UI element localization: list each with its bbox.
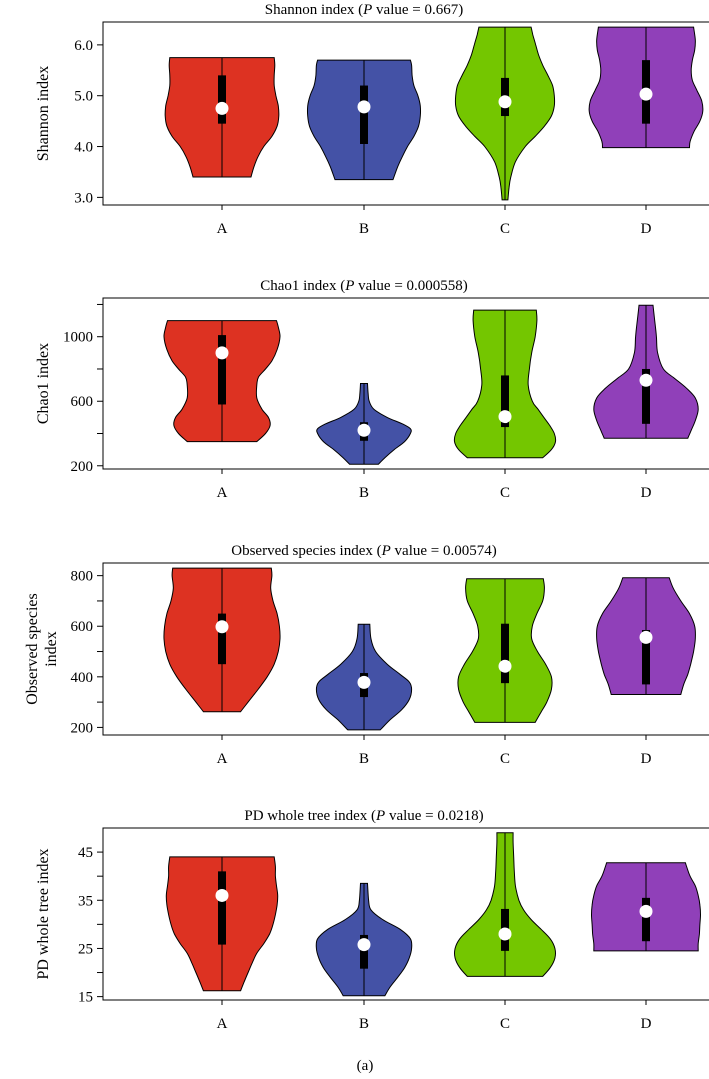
median-point-D	[639, 904, 653, 918]
x-tick-label: B	[359, 751, 369, 767]
y-tick-label: 600	[71, 619, 94, 635]
median-point-B	[357, 938, 371, 952]
y-tick-label: 5.0	[74, 89, 93, 105]
x-tick-label: C	[500, 221, 510, 237]
chart-title: Shannon index (P value = 0.667)	[265, 2, 463, 18]
y-tick-label: 4.0	[74, 140, 93, 156]
y-tick-label: 600	[71, 394, 94, 410]
chart-title-p: P	[362, 2, 372, 18]
x-tick-label: B	[359, 221, 369, 237]
y-axis-label: Chao1 index	[35, 343, 52, 424]
median-point-C	[498, 927, 512, 941]
chart-panel-1: Shannon index (P value = 0.667) 3.0 4.0 5.0…	[35, 2, 709, 237]
plot-frame	[102, 562, 709, 736]
chart-title-value: value = 0.000558)	[354, 278, 467, 294]
y-tick-label: 15	[78, 990, 93, 1006]
x-tick-label: B	[359, 1016, 369, 1032]
iqr-box-B	[360, 934, 368, 969]
median-point-B	[357, 675, 371, 689]
y-tick-label: 6.0	[74, 38, 93, 54]
plot-frame	[102, 21, 709, 206]
y-axis-label: Observed species index	[24, 593, 60, 705]
x-tick-label: A	[217, 485, 228, 501]
median-point-B	[357, 100, 371, 114]
chart-title-value: value = 0.00574)	[391, 543, 497, 559]
y-tick-label: 35	[78, 893, 93, 909]
chart-title-p: P	[381, 543, 391, 559]
median-point-A	[215, 620, 229, 634]
median-point-C	[498, 95, 512, 109]
y-tick-label: 200	[71, 720, 94, 736]
median-point-D	[639, 87, 653, 101]
y-tick-label: 1000	[63, 330, 93, 346]
chart-title: PD whole tree index (P value = 0.0218)	[244, 808, 483, 824]
median-point-B	[357, 423, 371, 437]
plot-frame	[102, 827, 709, 1001]
chart-title: Chao1 index (P value = 0.000558)	[260, 278, 468, 294]
y-axis-label-line: Chao1 index	[35, 343, 52, 424]
iqr-box-D	[642, 630, 650, 685]
y-tick-label: 800	[71, 569, 94, 585]
y-axis-label: Shannon index	[35, 66, 52, 162]
x-tick-label: C	[500, 751, 510, 767]
x-tick-label: A	[217, 221, 228, 237]
x-tick-label: D	[641, 485, 652, 501]
chart-title: Observed species index (P value = 0.0057…	[231, 543, 496, 559]
chart-title-text: PD whole tree index (	[244, 808, 376, 824]
iqr-box-C	[501, 375, 509, 428]
median-point-C	[498, 659, 512, 673]
chart-panel-4: PD whole tree index (P value = 0.0218) 15…	[35, 808, 709, 1032]
plot-frame	[102, 297, 709, 470]
y-axis-label-line: Observed species	[24, 593, 41, 705]
iqr-box-A	[218, 871, 226, 945]
chart-title-value: value = 0.0218)	[385, 808, 483, 824]
y-axis-label-line: Shannon index	[35, 66, 52, 162]
y-axis-label-line: PD whole tree index	[35, 848, 52, 979]
median-point-C	[498, 410, 512, 424]
median-point-D	[639, 373, 653, 387]
y-tick-label: 3.0	[74, 190, 93, 206]
iqr-box-A	[218, 613, 226, 665]
iqr-box-D	[642, 897, 650, 942]
chart-title-value: value = 0.667)	[372, 2, 463, 18]
x-tick-label: A	[217, 1016, 228, 1032]
median-point-A	[215, 888, 229, 902]
chart-title-text: Shannon index (	[265, 2, 363, 18]
x-tick-label: C	[500, 1016, 510, 1032]
iqr-box-A	[218, 75, 226, 124]
x-tick-label: A	[217, 751, 228, 767]
y-tick-label: 45	[78, 845, 93, 861]
chart-panel-2: Chao1 index (P value = 0.000558) 200 600 10…	[35, 278, 709, 501]
median-point-D	[639, 630, 653, 644]
figure-label: (a)	[357, 1058, 374, 1074]
x-tick-label: D	[641, 1016, 652, 1032]
x-tick-label: C	[500, 485, 510, 501]
chart-title-text: Observed species index (	[231, 543, 381, 559]
y-axis-label: PD whole tree index	[35, 848, 52, 979]
y-tick-label: 400	[71, 670, 94, 686]
x-tick-label: D	[641, 221, 652, 237]
x-tick-label: D	[641, 751, 652, 767]
chart-title-p: P	[375, 808, 385, 824]
chart-panel-3: Observed species index (P value = 0.0057…	[24, 543, 709, 767]
chart-title-p: P	[344, 278, 354, 294]
median-point-A	[215, 346, 229, 360]
iqr-box-D	[642, 368, 650, 424]
y-tick-label: 200	[71, 459, 94, 475]
y-axis-label-line: index	[43, 631, 60, 667]
iqr-box-C	[501, 623, 509, 684]
iqr-box-B	[360, 85, 368, 144]
y-tick-label: 25	[78, 941, 93, 957]
median-point-A	[215, 101, 229, 115]
x-tick-label: B	[359, 485, 369, 501]
chart-title-text: Chao1 index (	[260, 278, 345, 294]
iqr-box-A	[218, 335, 226, 405]
